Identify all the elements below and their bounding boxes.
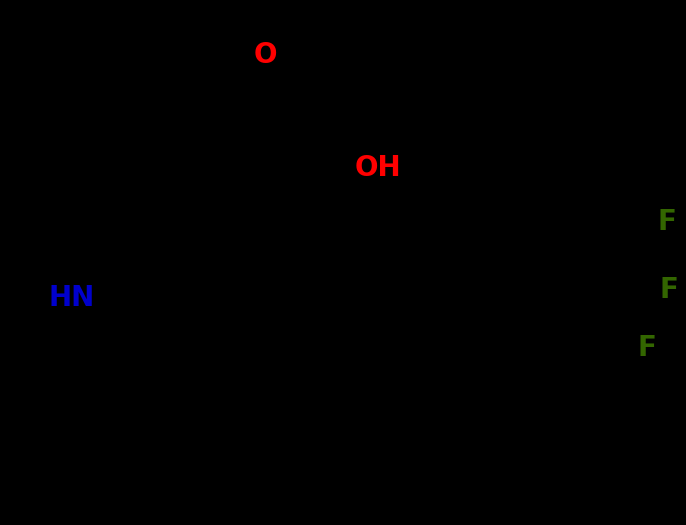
Text: HN: HN <box>49 284 95 312</box>
Text: O: O <box>253 41 276 69</box>
Text: F: F <box>660 276 679 304</box>
Text: OH: OH <box>355 154 401 182</box>
Text: F: F <box>658 208 677 236</box>
Text: F: F <box>638 334 657 362</box>
